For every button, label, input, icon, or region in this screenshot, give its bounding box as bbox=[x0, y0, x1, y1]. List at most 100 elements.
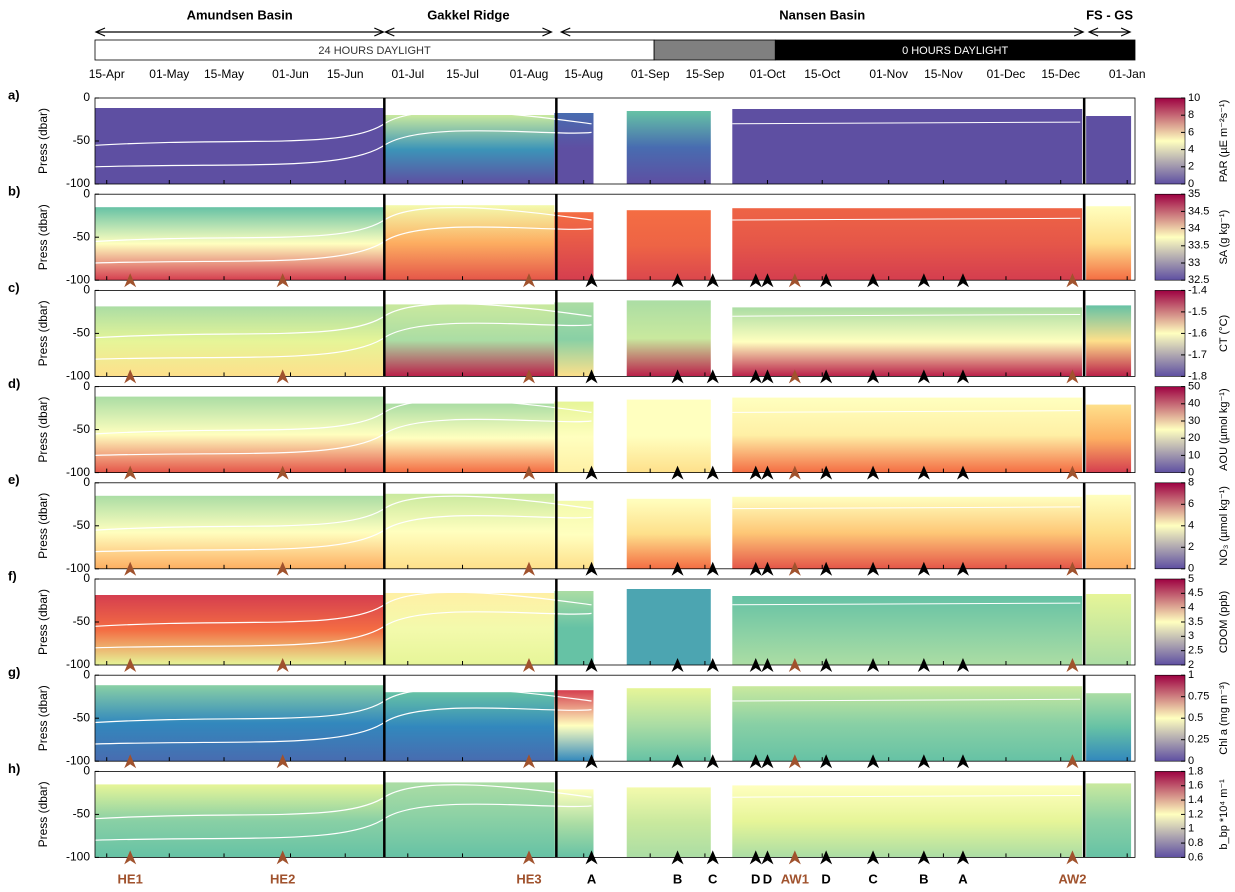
heatmap-segment bbox=[1086, 594, 1132, 665]
event-marker bbox=[124, 754, 137, 769]
heatmap-segment bbox=[384, 782, 555, 858]
y-tick-label: -50 bbox=[73, 133, 91, 147]
event-marker bbox=[585, 561, 598, 576]
event-marker bbox=[522, 754, 535, 769]
event-marker bbox=[585, 369, 598, 384]
y-tick-label: -100 bbox=[66, 465, 90, 479]
heatmap-segment bbox=[1086, 116, 1132, 184]
colorbar-tick-label: 33.5 bbox=[1188, 240, 1209, 252]
arrow-head bbox=[1073, 27, 1085, 37]
event-marker bbox=[956, 465, 969, 480]
event-marker bbox=[917, 850, 930, 865]
y-tick-label: -50 bbox=[73, 229, 91, 243]
event-marker bbox=[706, 369, 719, 384]
event-marker bbox=[917, 465, 930, 480]
panel-label: b) bbox=[8, 184, 20, 199]
panel-label: d) bbox=[8, 376, 20, 391]
heatmap-segment bbox=[384, 593, 555, 665]
heatmap-segment bbox=[626, 688, 711, 762]
event-marker bbox=[585, 754, 598, 769]
x-tick-label: 01-Jan bbox=[1109, 67, 1146, 81]
colorbar-tick-label: 1.6 bbox=[1188, 780, 1203, 792]
x-tick-label: 15-Dec bbox=[1041, 67, 1080, 81]
arrow-head bbox=[559, 27, 571, 37]
heatmap-segment bbox=[732, 397, 1083, 473]
colorbar-tick-label: 3.5 bbox=[1188, 616, 1203, 628]
event-marker bbox=[917, 369, 930, 384]
colorbar-label: PAR (µE m⁻²s⁻¹) bbox=[1218, 100, 1230, 183]
event-marker bbox=[749, 561, 762, 576]
heatmap-segment bbox=[626, 111, 711, 184]
colorbar-tick-label: 33 bbox=[1188, 257, 1200, 269]
event-marker bbox=[671, 658, 684, 672]
colorbar-tick-label: 20 bbox=[1188, 432, 1200, 444]
colorbar-tick-label: 34 bbox=[1188, 223, 1200, 235]
y-tick-label: -100 bbox=[66, 561, 90, 575]
event-marker bbox=[820, 658, 833, 672]
event-marker bbox=[867, 754, 880, 769]
y-tick-label: 0 bbox=[83, 764, 90, 778]
event-label: HE3 bbox=[516, 871, 541, 886]
contour bbox=[732, 602, 1081, 606]
heatmap-segment bbox=[626, 300, 711, 377]
daylight-label: 24 HOURS DAYLIGHT bbox=[318, 45, 431, 57]
event-marker bbox=[867, 850, 880, 865]
contour bbox=[94, 303, 592, 339]
event-marker bbox=[1066, 369, 1079, 384]
contour bbox=[94, 110, 592, 146]
event-marker bbox=[788, 273, 801, 288]
heatmap-segment bbox=[384, 205, 555, 281]
colorbar-tick-label: 2 bbox=[1188, 541, 1194, 553]
colorbar-tick-label: 0.8 bbox=[1188, 837, 1203, 849]
colorbar-tick-label: 34.5 bbox=[1188, 205, 1209, 217]
event-marker bbox=[706, 754, 719, 769]
y-tick-label: 0 bbox=[83, 283, 90, 297]
x-tick-label: 01-Jul bbox=[391, 67, 424, 81]
y-axis-label: Press (dbar) bbox=[36, 589, 50, 655]
panel-label: g) bbox=[8, 665, 20, 680]
colorbar-tick-label: 35 bbox=[1188, 188, 1200, 200]
event-marker bbox=[671, 850, 684, 865]
x-tick-label: 01-Dec bbox=[987, 67, 1026, 81]
panel-label: e) bbox=[8, 472, 20, 487]
heatmap-segment bbox=[95, 108, 385, 184]
colorbar bbox=[1154, 578, 1186, 666]
event-marker bbox=[706, 658, 719, 672]
event-marker bbox=[706, 273, 719, 288]
event-marker bbox=[788, 754, 801, 769]
colorbar-tick-label: 5 bbox=[1188, 573, 1194, 585]
event-marker bbox=[917, 658, 930, 672]
event-marker bbox=[671, 561, 684, 576]
colorbar-tick-label: 0.5 bbox=[1188, 712, 1203, 724]
colorbar bbox=[1154, 386, 1186, 473]
contour bbox=[732, 794, 1081, 798]
y-tick-label: -100 bbox=[66, 272, 90, 286]
daylight-segment bbox=[774, 39, 1136, 61]
colorbar-tick-label: -1.4 bbox=[1188, 284, 1207, 296]
y-axis-label: Press (dbar) bbox=[36, 781, 50, 847]
event-marker bbox=[749, 850, 762, 865]
contour bbox=[94, 784, 592, 820]
event-marker bbox=[522, 850, 535, 865]
event-marker bbox=[706, 850, 719, 865]
colorbar-label: Chl a (mg m⁻³) bbox=[1218, 682, 1230, 755]
heatmap-segment bbox=[384, 493, 555, 569]
contour bbox=[732, 410, 1081, 413]
colorbar-label: SA (g kg⁻¹) bbox=[1218, 210, 1230, 265]
heatmap-segment bbox=[95, 595, 385, 665]
heatmap-segment bbox=[554, 500, 594, 569]
heatmap-segment bbox=[732, 109, 1083, 184]
arrow-head bbox=[1087, 27, 1099, 37]
heatmap-segment bbox=[384, 115, 555, 184]
event-marker bbox=[124, 273, 137, 288]
colorbar bbox=[1154, 193, 1186, 281]
y-tick-label: 0 bbox=[83, 667, 90, 681]
heatmap-segment bbox=[626, 589, 711, 665]
contour bbox=[732, 506, 1081, 510]
event-marker bbox=[124, 561, 137, 576]
event-marker bbox=[276, 561, 289, 576]
colorbar-tick-label: 50 bbox=[1188, 381, 1200, 393]
x-tick-label: 15-Nov bbox=[924, 67, 963, 81]
colorbar-tick-label: 6 bbox=[1188, 498, 1194, 510]
colorbar bbox=[1154, 482, 1186, 570]
